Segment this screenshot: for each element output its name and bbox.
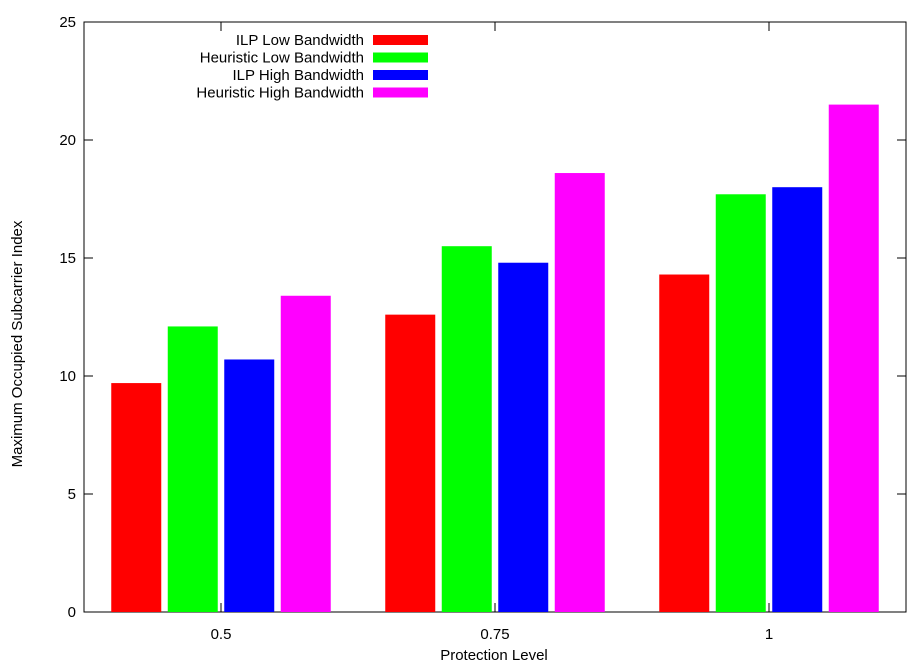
bars-group — [111, 104, 879, 613]
y-tick-label: 10 — [59, 368, 76, 385]
x-axis: 0.5 0.75 1 — [211, 22, 773, 643]
y-tick-label: 15 — [59, 250, 76, 267]
bar — [772, 187, 823, 612]
legend-label: Heuristic Low Bandwidth — [200, 50, 364, 67]
x-tick-label: 1 — [765, 626, 773, 643]
y-tick-label: 25 — [59, 14, 76, 31]
legend-swatch — [373, 35, 428, 45]
bar — [554, 173, 605, 613]
y-axis: 0 5 10 15 20 25 — [59, 14, 906, 621]
y-tick-label: 20 — [59, 132, 76, 149]
x-tick-label: 0.5 — [211, 626, 232, 643]
y-tick-label: 0 — [68, 604, 76, 621]
bar — [280, 295, 331, 612]
x-tick-label: 0.75 — [480, 626, 509, 643]
bar — [715, 194, 766, 612]
y-axis-title: Maximum Occupied Subcarrier Index — [9, 220, 26, 467]
legend-label: Heuristic High Bandwidth — [196, 85, 364, 102]
legend-swatch — [373, 70, 428, 80]
bar — [498, 262, 549, 612]
y-tick-label: 5 — [68, 486, 76, 503]
legend-swatch — [373, 87, 428, 98]
bar — [385, 314, 436, 612]
legend-label: ILP Low Bandwidth — [236, 32, 364, 49]
bar — [659, 274, 710, 612]
x-axis-title: Protection Level — [440, 647, 548, 664]
legend-label: ILP High Bandwidth — [233, 67, 364, 84]
bar — [828, 104, 879, 612]
bar — [441, 246, 492, 612]
legend-swatch — [373, 52, 428, 63]
bar — [224, 359, 275, 612]
bar — [167, 326, 218, 612]
bar — [111, 383, 162, 612]
